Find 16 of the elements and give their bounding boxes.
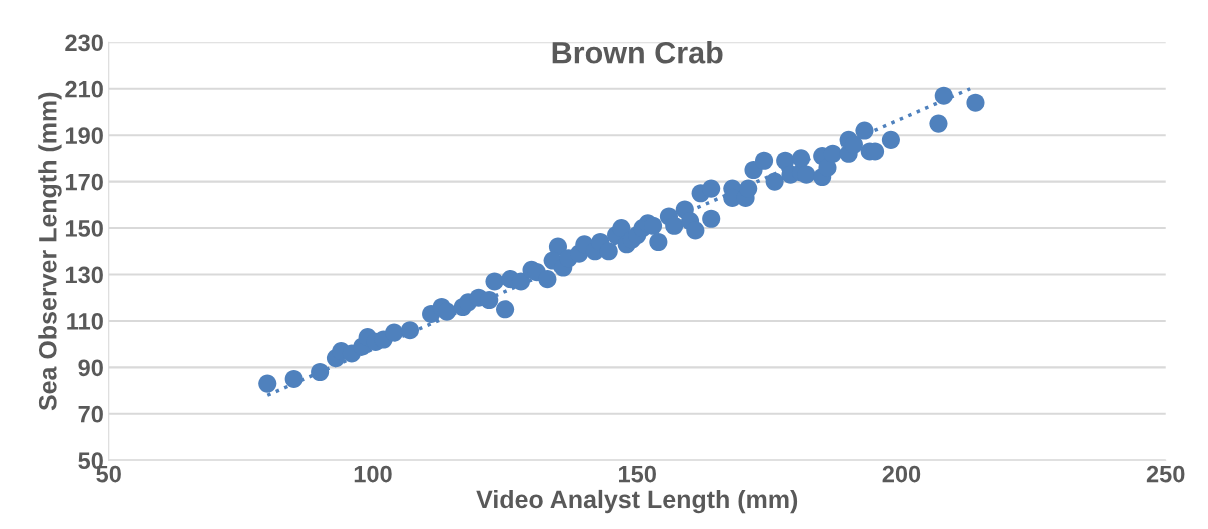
x-axis-title: Video Analyst Length (mm) <box>476 489 798 514</box>
y-tick-label: 110 <box>67 312 103 330</box>
y-tick-label: 130 <box>65 266 103 284</box>
y-tick-label: 230 <box>65 34 103 52</box>
x-tick-label: 200 <box>882 465 921 483</box>
y-tick-label: 190 <box>65 127 103 144</box>
y-tick-label: 170 <box>65 173 103 191</box>
chart-title: Brown Crab <box>552 41 723 64</box>
x-tick-label: 250 <box>1146 465 1185 483</box>
y-tick-label: 150 <box>65 220 103 237</box>
y-tick-label: 90 <box>78 359 103 377</box>
x-tick-label: 150 <box>619 465 656 483</box>
y-axis-title: Sea Observer Length (mm) <box>38 92 62 411</box>
y-tick-label: 210 <box>65 80 103 98</box>
x-tick-label: 100 <box>354 465 392 483</box>
y-tick-label: 70 <box>78 405 103 423</box>
